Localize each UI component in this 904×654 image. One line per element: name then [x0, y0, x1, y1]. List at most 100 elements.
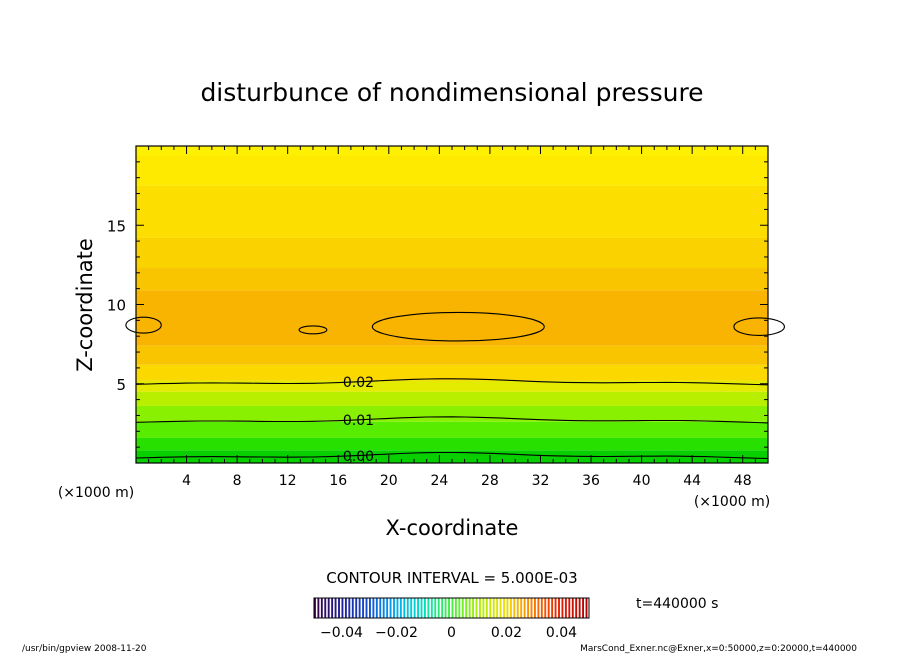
x-tick-label: 24	[430, 473, 448, 489]
colorbar-swatch	[503, 598, 505, 618]
colorbar-swatch	[393, 598, 395, 618]
colorbar-swatch	[561, 598, 564, 618]
colorbar-swatch	[492, 598, 495, 618]
colorbar-swatch	[496, 598, 499, 618]
heatmap-band	[136, 146, 768, 156]
colorbar-swatch	[406, 598, 409, 618]
colorbar-swatch	[551, 598, 554, 618]
colorbar-swatch	[341, 598, 344, 618]
closed-contour	[125, 316, 162, 334]
time-label: t=440000 s	[636, 596, 718, 612]
contour-lines: 0.020.010.00	[125, 311, 785, 465]
colorbar-swatch	[320, 598, 323, 618]
colorbar-swatch	[585, 598, 588, 618]
colorbar-swatch	[527, 598, 530, 618]
colorbar-tick-label: 0	[447, 625, 456, 641]
colorbar-swatch	[437, 598, 440, 618]
heatmap-band	[136, 450, 768, 463]
colorbar-swatch	[314, 598, 316, 618]
x-tick-label: 48	[734, 473, 752, 489]
x-tick-label: 20	[380, 473, 398, 489]
colorbar-swatch	[344, 598, 347, 618]
colorbar-swatch	[451, 598, 454, 618]
heatmap-bands	[136, 146, 768, 463]
colorbar-swatch	[472, 598, 475, 618]
colorbar-swatch	[489, 598, 492, 618]
colorbar-swatch	[417, 598, 420, 618]
colorbar-swatch	[386, 598, 389, 618]
colorbar-swatch	[331, 598, 334, 618]
colorbar-swatch	[430, 598, 433, 618]
contour-label: 0.01	[343, 413, 374, 429]
colorbar-swatch	[575, 598, 578, 618]
colorbar-swatch	[547, 598, 550, 618]
colorbar-swatch	[420, 598, 423, 618]
heatmap-band	[136, 391, 768, 406]
heatmap-band	[136, 364, 768, 381]
heatmap-band	[136, 155, 768, 186]
heatmap-band	[136, 268, 768, 291]
colorbar-swatch	[348, 598, 351, 618]
colorbar-swatch	[468, 598, 471, 618]
heatmap-band	[136, 421, 768, 438]
colorbar-swatch	[334, 598, 337, 618]
y-tick-label: 5	[116, 376, 126, 394]
colorbar-swatch	[379, 598, 382, 618]
colorbar-swatch	[558, 598, 560, 618]
colorbar-frame	[313, 597, 590, 619]
heatmap-band	[136, 380, 768, 392]
x-tick-label: 36	[582, 473, 600, 489]
x-tick-label: 32	[532, 473, 550, 489]
colorbar-swatch	[358, 598, 361, 618]
x-tick-label: 16	[329, 473, 347, 489]
colorbar-tick-label: 0.02	[491, 625, 522, 641]
colorbar-swatch	[365, 598, 368, 618]
colorbar-swatch	[424, 598, 426, 618]
colorbar-swatch	[513, 598, 516, 618]
colorbar-tick-label: 0.04	[546, 625, 577, 641]
colorbar-swatch	[369, 598, 371, 618]
x-tick-label: 4	[182, 473, 191, 489]
colorbar-swatch	[554, 598, 557, 618]
footer-left: /usr/bin/gpview 2008-11-20	[22, 644, 147, 654]
colorbar-swatch	[523, 598, 526, 618]
colorbar-swatch	[454, 598, 457, 618]
colorbar-swatch	[362, 598, 365, 618]
colorbar-swatch	[382, 598, 385, 618]
x-unit-right: (×1000 m)	[694, 494, 770, 510]
heatmap-band	[136, 405, 768, 422]
colorbar-swatch	[338, 598, 340, 618]
colorbar-swatch	[544, 598, 547, 618]
x-unit-left: (×1000 m)	[58, 485, 134, 501]
colorbar-tick-label: −0.04	[320, 625, 363, 641]
colorbar-swatch	[317, 598, 320, 618]
colorbar-swatch	[564, 598, 567, 618]
y-tick-label: 10	[107, 297, 126, 315]
colorbar-swatch	[413, 598, 416, 618]
colorbar-swatch	[568, 598, 571, 618]
x-tick-label: 8	[233, 473, 242, 489]
heatmap-band	[136, 185, 768, 238]
x-tick-label: 44	[683, 473, 701, 489]
x-tick-label: 40	[633, 473, 651, 489]
colorbar-swatch	[571, 598, 574, 618]
colorbar-swatch	[506, 598, 509, 618]
colorbar-swatch	[479, 598, 481, 618]
colorbar-swatch	[499, 598, 502, 618]
contour-label: 0.02	[343, 375, 374, 391]
x-tick-label: 12	[279, 473, 297, 489]
heatmap-band	[136, 237, 768, 269]
colorbar-swatch	[434, 598, 437, 618]
x-axis-label: X-coordinate	[386, 516, 519, 540]
closed-contour	[371, 311, 545, 342]
colorbar-swatch	[475, 598, 478, 618]
colorbar-tick-label: −0.02	[375, 625, 418, 641]
colorbar-swatch	[534, 598, 536, 618]
colorbar-swatch	[427, 598, 430, 618]
colorbar-swatch	[372, 598, 375, 618]
colorbar-swatch	[396, 598, 399, 618]
closed-contour	[298, 325, 328, 335]
colorbar-swatch	[530, 598, 533, 618]
